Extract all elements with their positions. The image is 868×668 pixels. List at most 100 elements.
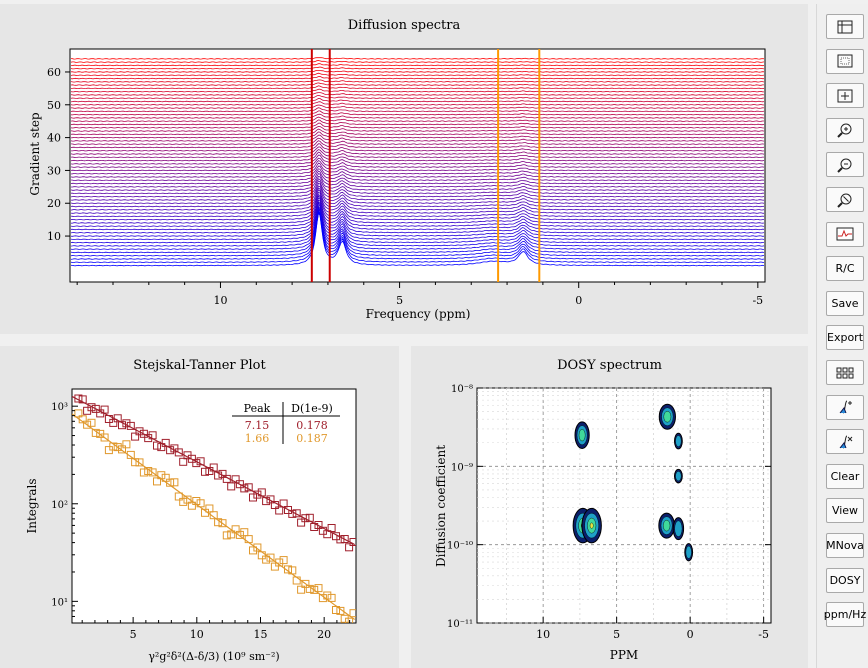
- data-point: [144, 467, 153, 475]
- y-tick-label: 40: [47, 132, 61, 145]
- dosy-chart[interactable]: 10 5 0 -5 10⁻⁸ 10⁻⁹ 10⁻¹⁰ 10⁻¹¹ PPM Diffusion c…: [411, 346, 808, 668]
- spectrum-trace: [70, 122, 765, 129]
- dosy-peak: [658, 403, 676, 430]
- data-point: [166, 446, 175, 455]
- data-point: [301, 579, 310, 588]
- spectrum-trace: [70, 134, 765, 142]
- button-label: DOSY: [829, 573, 861, 587]
- data-point: [209, 511, 218, 520]
- spectrum-trace: [70, 113, 765, 119]
- dots-grid-icon[interactable]: [826, 360, 864, 385]
- data-point: [305, 513, 314, 522]
- data-point: [218, 519, 227, 528]
- data-point: [288, 509, 297, 518]
- dotted-box-icon: [837, 54, 853, 68]
- table-header-d: D(1e-9): [291, 402, 333, 415]
- button-label: Export: [827, 331, 864, 345]
- data-point: [266, 553, 275, 562]
- dosy-peak: [672, 517, 685, 541]
- data-point: [235, 480, 244, 489]
- table-d-2: 0.187: [296, 432, 328, 445]
- data-point: [196, 499, 205, 508]
- data-point: [253, 543, 262, 552]
- zoom-out-icon[interactable]: [826, 152, 864, 178]
- spectrum-trace: [70, 151, 765, 162]
- data-point: [179, 497, 188, 506]
- spectrum-trace: [70, 170, 765, 185]
- spectrum-trace: [71, 63, 765, 67]
- dotted-box-icon[interactable]: [826, 48, 864, 74]
- data-point: [340, 535, 349, 543]
- data-point: [153, 441, 161, 450]
- data-point: [284, 565, 292, 574]
- data-point: [139, 429, 148, 438]
- grid-icon[interactable]: [826, 14, 864, 39]
- data-point: [310, 523, 319, 531]
- pan-icon[interactable]: [826, 83, 864, 109]
- y-tick-label: 10⁻¹⁰: [447, 541, 473, 552]
- x-tick-label: 20: [317, 628, 331, 641]
- data-point: [231, 525, 240, 534]
- data-point: [314, 521, 323, 529]
- ppm-hz-button[interactable]: ppm/Hz: [824, 602, 866, 628]
- mnova-button[interactable]: MNova: [826, 533, 864, 558]
- data-point: [109, 442, 118, 451]
- data-point: [144, 434, 153, 443]
- table-header-peak: Peak: [244, 402, 271, 415]
- data-point: [196, 457, 205, 466]
- data-point: [153, 477, 161, 486]
- table-peak-1: 7.15: [245, 419, 270, 432]
- data-point: [118, 421, 126, 430]
- x-tick-label: -5: [758, 628, 769, 641]
- integrate-remove-icon: [839, 435, 853, 449]
- plot-area: [69, 48, 766, 283]
- spectrum-trace: [70, 149, 764, 159]
- zoom-in-icon[interactable]: [826, 117, 864, 143]
- data-point: [222, 531, 231, 540]
- data-point: [78, 415, 87, 424]
- y-tick-label: 30: [47, 164, 61, 177]
- export-button[interactable]: Export: [826, 325, 864, 351]
- spectrum-trace: [70, 116, 764, 122]
- zoom-reset-icon[interactable]: [826, 187, 864, 212]
- data-point: [288, 566, 297, 575]
- data-point: [91, 404, 100, 413]
- y-tick-label: 10⁻⁹: [451, 462, 473, 473]
- data-point: [214, 518, 223, 527]
- spectrum-trace: [70, 185, 765, 204]
- spectrum-trace: [70, 119, 765, 126]
- data-point: [222, 474, 231, 483]
- data-point: [166, 478, 175, 487]
- y-tick-label: 20: [47, 197, 61, 210]
- integrate-add-icon[interactable]: [826, 394, 864, 420]
- spectrum-trace: [70, 199, 765, 227]
- spectrum-view-icon[interactable]: [826, 221, 864, 247]
- clear-button[interactable]: Clear: [826, 463, 864, 489]
- data-point: [78, 395, 87, 404]
- spectrum-trace: [70, 104, 765, 109]
- spectrum-trace: [70, 208, 765, 250]
- data-point: [262, 497, 271, 506]
- integrate-add-icon: [839, 400, 852, 414]
- table-peak-2: 1.66: [245, 432, 270, 445]
- data-point: [262, 555, 271, 564]
- integrate-remove-icon[interactable]: [826, 429, 864, 455]
- data-point: [275, 506, 284, 515]
- data-point: [214, 471, 223, 480]
- save-button[interactable]: Save: [826, 290, 864, 316]
- spectrum-trace: [70, 189, 765, 211]
- data-point: [201, 508, 209, 517]
- data-point: [301, 514, 310, 523]
- data-point: [87, 403, 96, 412]
- spectrum-trace: [70, 92, 765, 96]
- spectrum-trace: [70, 210, 765, 257]
- spectrum-trace: [70, 210, 765, 254]
- rc-button[interactable]: R/C: [826, 256, 864, 282]
- view-button[interactable]: View: [826, 498, 864, 524]
- data-point: [297, 585, 306, 594]
- dosy-button[interactable]: DOSY: [826, 567, 864, 593]
- stejskal-tanner-chart[interactable]: 5 10 15 20 10¹ 10² 10³ Peak D(1e-9) 7.15 0.178…: [0, 346, 399, 668]
- dosy-title: DOSY spectrum: [557, 358, 662, 373]
- data-point: [270, 562, 279, 571]
